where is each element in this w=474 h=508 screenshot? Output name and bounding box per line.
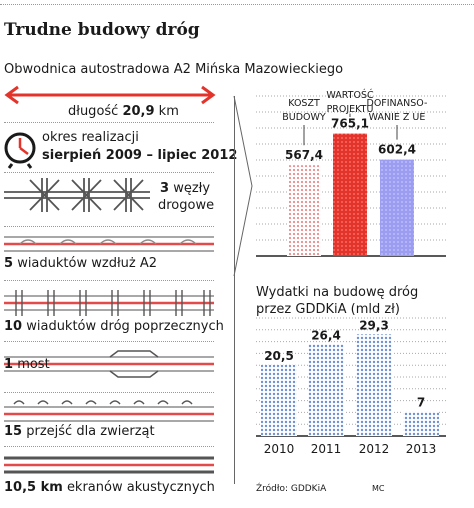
- period-value: sierpień 2009 – lipiec 2012: [42, 148, 238, 163]
- category-label: WARTOŚĆ: [326, 89, 374, 101]
- author-initials: MC: [372, 484, 385, 493]
- viaducts-a2-fact: 5 wiaduktów wzdłuż A2: [4, 256, 157, 271]
- viaducts-a2-icon: [4, 236, 214, 252]
- viaducts-cross-icon: [4, 290, 214, 316]
- separator: [4, 172, 214, 173]
- bar-2010: [261, 364, 297, 436]
- junctions-fact-line1: 3 węzły: [160, 181, 210, 196]
- acoustic-screens-icon: [4, 456, 214, 474]
- bridge-fact: 1 most: [4, 357, 50, 372]
- separator: [4, 226, 214, 227]
- separator: [4, 280, 214, 281]
- length-label: długość: [68, 104, 119, 119]
- chart-project-costs: 567,4 KOSZT BUDOWY 765,1 WARTOŚĆ PROJEKTU 602,…: [256, 89, 446, 257]
- bar-1: [333, 133, 367, 256]
- x-tick-label: 2013: [406, 442, 437, 456]
- bar-2013: [403, 411, 439, 436]
- viaducts-cross-fact: 10 wiaduktów dróg poprzecznych: [4, 319, 224, 334]
- length-value: 20,9: [122, 104, 155, 119]
- x-tick-label: 2010: [264, 442, 295, 456]
- viaducts-a2-num: 5: [4, 256, 14, 271]
- bridge-icon: [4, 350, 214, 378]
- bar-0: [287, 165, 321, 256]
- separator: [4, 392, 214, 393]
- bar-2: [380, 159, 414, 256]
- animal-text: przejść dla zwierząt: [26, 424, 155, 439]
- junctions-num: 3: [160, 181, 170, 196]
- screens-fact: 10,5 km ekranów akustycznych: [4, 480, 215, 495]
- vertical-divider: [234, 96, 235, 484]
- screens-text: ekranów akustycznych: [66, 480, 215, 495]
- bar-2012: [356, 334, 392, 436]
- category-label: KOSZT: [288, 98, 320, 109]
- connector-arrow-icon: [233, 95, 253, 277]
- animal-fact: 15 przejść dla zwierząt: [4, 424, 155, 439]
- viaducts-a2-text: wiaduktów wzdłuż A2: [17, 256, 157, 271]
- animal-crossings-icon: [4, 400, 214, 422]
- length-unit: km: [158, 104, 179, 119]
- junctions-text2: drogowe: [158, 198, 215, 213]
- bar-value-label: 29,3: [359, 318, 389, 332]
- viaducts-cross-num: 10: [4, 319, 23, 334]
- bar-value-label: 567,4: [285, 148, 323, 162]
- clock-icon: [4, 132, 36, 169]
- top-rule: [0, 4, 474, 5]
- chart-gddkia-spending: 20,5 2010 26,4 2011 29,3 2012 7 2013: [256, 317, 446, 456]
- bar-value-label: 765,1: [331, 117, 369, 131]
- category-label: BUDOWY: [282, 112, 326, 123]
- separator: [4, 341, 214, 342]
- separator: [4, 446, 214, 447]
- bar-value-label: 26,4: [311, 328, 341, 342]
- bar-2011: [308, 344, 344, 436]
- bridge-num: 1: [4, 357, 14, 372]
- category-label: WANIE Z UE: [369, 112, 426, 123]
- x-tick-label: 2012: [359, 442, 390, 456]
- length-arrow-icon: [4, 85, 216, 105]
- junctions-text1: węzły: [173, 181, 211, 196]
- bar-value-label: 7: [417, 396, 425, 410]
- chart2-title-line1: Wydatki na budowę dróg: [256, 285, 419, 300]
- page-subtitle: Obwodnica autostradowa A2 Mińska Mazowie…: [4, 62, 344, 77]
- bridge-text: most: [17, 357, 50, 372]
- bar-value-label: 602,4: [378, 143, 416, 157]
- chart2-title-line2: przez GDDKiA (mld zł): [256, 302, 400, 317]
- page-title: Trudne budowy dróg: [4, 20, 200, 40]
- screens-num: 10,5 km: [4, 480, 63, 495]
- category-label: DOFINANSO-: [367, 98, 428, 109]
- period-label: okres realizacji: [42, 130, 139, 145]
- x-tick-label: 2011: [311, 442, 342, 456]
- category-label: PROJEKTU: [327, 104, 374, 115]
- animal-num: 15: [4, 424, 23, 439]
- separator: [4, 122, 214, 123]
- bar-value-label: 20,5: [264, 349, 294, 363]
- viaducts-cross-text: wiaduktów dróg poprzecznych: [26, 319, 224, 334]
- length-fact: długość 20,9 km: [68, 104, 179, 119]
- junctions-icon: [4, 178, 150, 212]
- source-note: Źródło: GDDKiA: [256, 484, 327, 494]
